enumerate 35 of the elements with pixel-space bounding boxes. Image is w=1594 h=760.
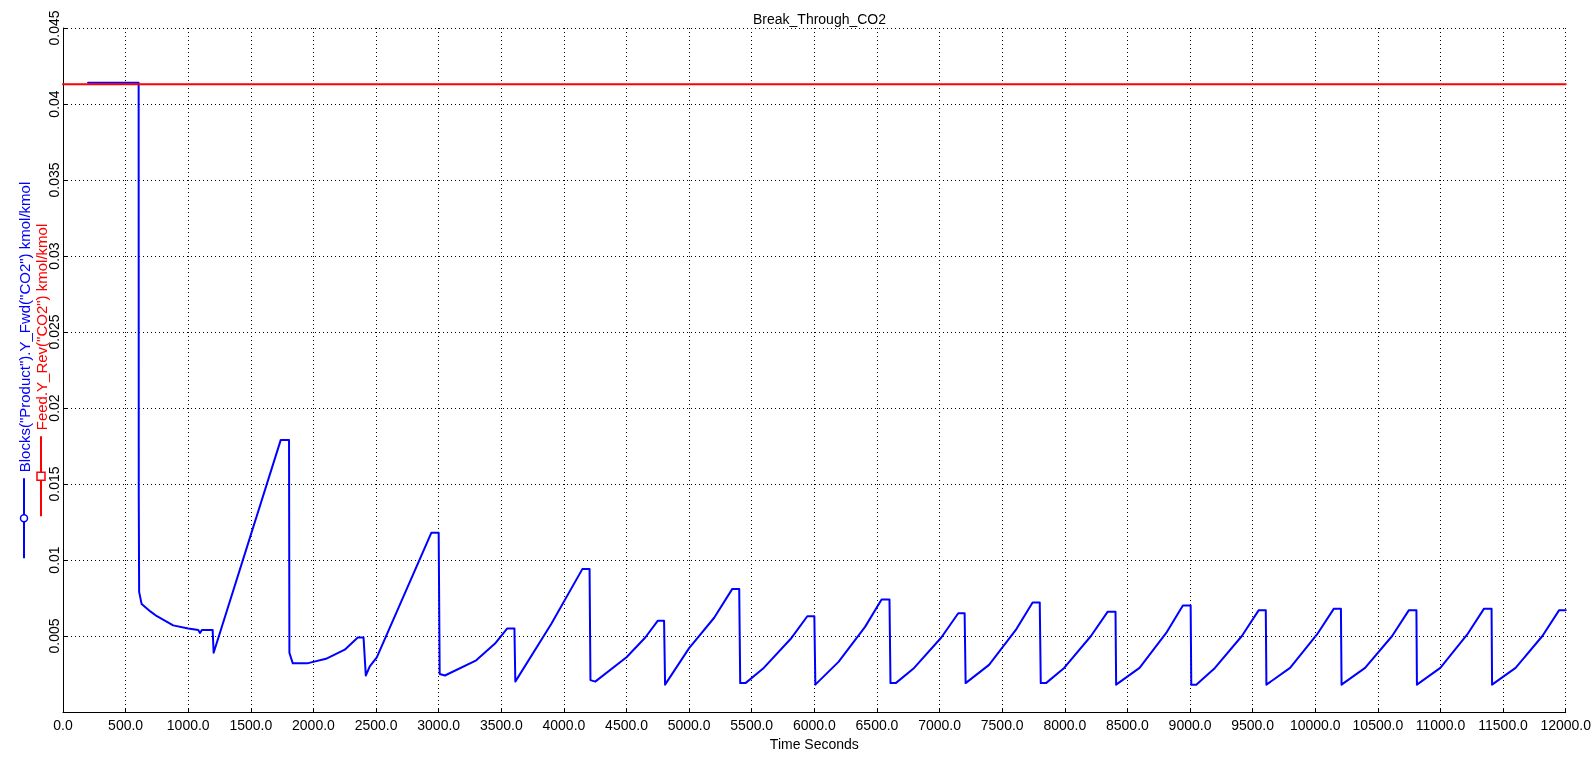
x-tick-label: 500.0	[108, 717, 144, 733]
y-tick-label: 0.01	[46, 546, 62, 574]
x-tick-label: 6500.0	[855, 717, 899, 733]
x-axis-title: Time Seconds	[769, 735, 859, 752]
x-tick-label: 4000.0	[542, 717, 586, 733]
x-tick-label: 12000.0	[1540, 717, 1592, 733]
y-tick-label: 0.04	[46, 90, 62, 118]
x-tick-label: 6000.0	[792, 717, 836, 733]
y-tick-label: 0.045	[46, 10, 62, 46]
x-tick-label: 2500.0	[354, 717, 398, 733]
x-tick-label: 11000.0	[1415, 717, 1466, 733]
x-tick-label: 3000.0	[417, 717, 461, 733]
x-tick-label: 1500.0	[229, 717, 273, 733]
x-tick-label: 11500.0	[1478, 717, 1529, 733]
x-tick-label: 2000.0	[292, 717, 336, 733]
x-tick-label: 8000.0	[1043, 717, 1087, 733]
x-tick-label: 8500.0	[1106, 717, 1150, 733]
x-tick-label: 9500.0	[1231, 717, 1275, 733]
x-tick-label: 0.0	[53, 717, 73, 733]
y-tick-label: 0.005	[46, 618, 62, 654]
x-tick-label: 9000.0	[1168, 717, 1212, 733]
text: Blocks("Product").Y_Fwd("CO2") kmol/kmol	[15, 181, 33, 473]
x-tick-label: 5500.0	[730, 717, 774, 733]
x-tick-label: 7500.0	[980, 717, 1024, 733]
line-series	[87, 81, 1567, 686]
x-tick-label: 1000.0	[166, 717, 210, 733]
x-tick-label: 7000.0	[918, 717, 962, 733]
y-tick-label: 0.015	[46, 466, 62, 502]
chart-title: Break_Through_CO2	[752, 11, 887, 27]
x-tick-label: 4500.0	[605, 717, 649, 733]
x-tick-label: 10000.0	[1289, 717, 1341, 733]
x-tick-label: 5000.0	[667, 717, 711, 733]
y-tick-label: 0.035	[46, 162, 62, 198]
x-tick-label: 10500.0	[1352, 717, 1404, 733]
x-tick-label: 3500.0	[479, 717, 523, 733]
